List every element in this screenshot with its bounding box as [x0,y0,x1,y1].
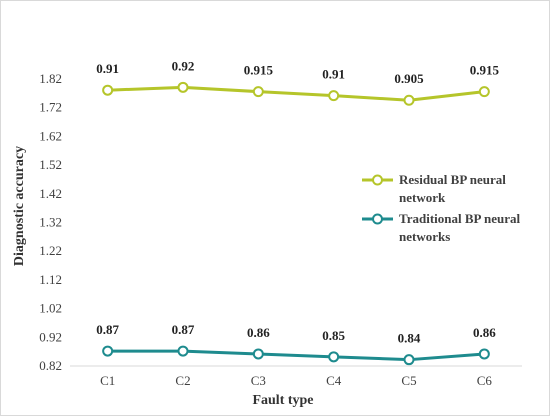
data-point [177,345,189,357]
y-tick-label: 0.82 [39,358,62,373]
legend-label: Traditional BP neural networks [399,211,520,244]
x-tick-label: C6 [477,373,493,388]
data-point [478,348,490,360]
data-label: 0.92 [172,58,195,73]
y-tick-label: 1.02 [39,301,62,316]
data-point [177,81,189,93]
x-tick-label: C5 [401,373,416,388]
x-tick-label: C4 [326,373,342,388]
data-label: 0.86 [247,325,270,340]
y-tick-label: 1.62 [39,128,62,143]
data-label: 0.85 [322,328,345,343]
x-axis-title: Fault type [252,393,313,408]
series-line [107,349,485,362]
data-point [102,345,114,357]
y-tick-label: 1.22 [39,243,62,258]
data-label: 0.915 [470,63,500,78]
legend-marker [372,174,383,186]
y-tick-label: 1.72 [39,100,62,115]
y-tick-label: 1.42 [39,186,62,201]
data-point [403,354,415,366]
data-label: 0.905 [394,71,424,86]
y-tick-label: 0.92 [39,329,62,344]
legend-item: Residual BP neural network [362,172,506,205]
x-tick-label: C1 [100,373,115,388]
data-point [252,86,264,98]
data-label: 0.91 [322,67,345,82]
data-label: 0.84 [398,331,421,346]
legend-marker [372,213,383,225]
y-tick-label: 1.82 [39,71,62,86]
data-point [403,94,415,106]
data-label: 0.87 [172,322,195,337]
data-label: 0.86 [473,325,496,340]
data-label: 0.87 [96,322,119,337]
x-tick-label: C3 [251,373,266,388]
series-line [107,85,485,102]
y-axis-title: Diagnostic accuracy [12,146,27,266]
series-1: 0.91 0.92 0.915 0.91 0.905 0.915 [96,58,500,106]
data-label: 0.91 [96,61,119,76]
x-axis: C1 C2 C3 C4 C5 C6 [70,365,522,388]
y-tick-label: 1.52 [39,157,62,172]
y-tick-label: 1.12 [39,272,62,287]
data-point [328,351,340,363]
data-point [102,84,114,96]
data-label: 0.915 [244,63,274,78]
data-point [328,90,340,102]
data-point [252,348,264,360]
legend-item: Traditional BP neural networks [362,211,520,244]
y-axis-ticks: 0.82 0.92 1.02 1.12 1.22 1.32 1.42 1.52 1.62 1.72… [39,71,62,373]
series-2: 0.87 0.87 0.86 0.85 0.84 0.86 [96,322,496,366]
x-tick-label: C2 [175,373,190,388]
legend: Residual BP neural network Traditional BP … [362,172,520,244]
y-tick-label: 1.32 [39,215,62,230]
legend-label: Residual BP neural network [399,172,506,205]
data-point [478,86,490,98]
